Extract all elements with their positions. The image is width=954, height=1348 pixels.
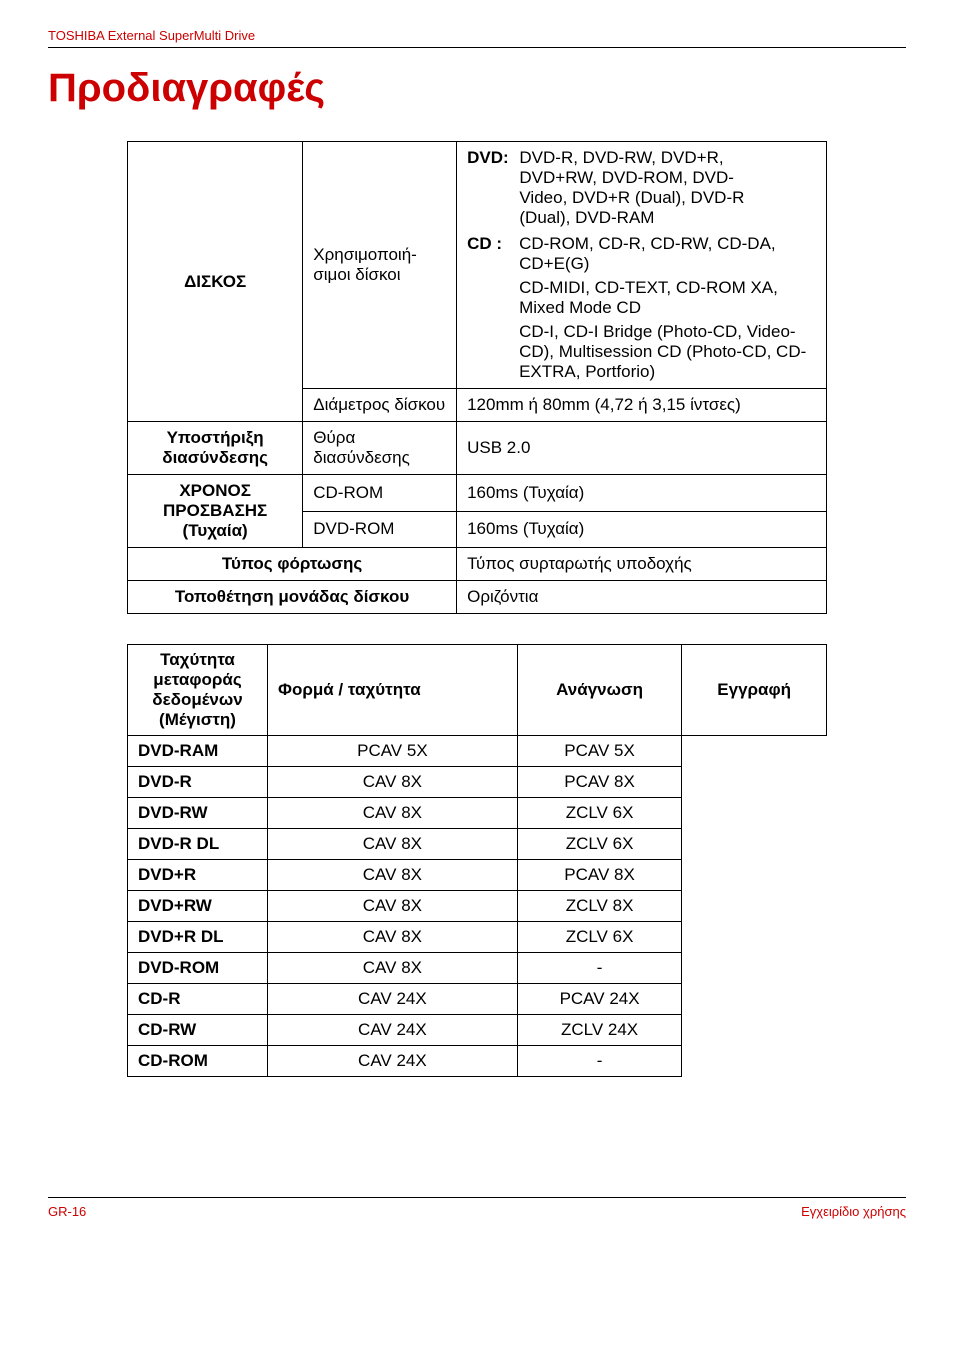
interface-value: USB 2.0 [457,422,827,475]
footer-doc: Εγχειρίδιο χρήσης [801,1204,906,1219]
cd-list-3: CD-I, CD-I Bridge (Photo-CD, Video-CD), … [519,322,816,382]
speed-read: CAV 8X [268,891,518,922]
speed-read: CAV 24X [268,984,518,1015]
speed-write: PCAV 24X [517,984,682,1015]
speed-row: DVD+RCAV 8XPCAV 8X [128,860,827,891]
speed-format: DVD-ROM [128,953,268,984]
speed-row: CD-RCAV 24XPCAV 24X [128,984,827,1015]
speed-read: CAV 8X [268,953,518,984]
speed-format: DVD-R [128,767,268,798]
speed-read: CAV 8X [268,860,518,891]
spec-table: ΔΙΣΚΟΣ Χρησιμοποιή-σιμοι δίσκοι DVD: DVD… [127,141,827,614]
speed-write: ZCLV 6X [517,829,682,860]
speed-format: DVD-RAM [128,736,268,767]
speed-write: ZCLV 8X [517,891,682,922]
speed-row: DVD-RWCAV 8XZCLV 6X [128,798,827,829]
speed-row: DVD-R DLCAV 8XZCLV 6X [128,829,827,860]
speed-write: PCAV 8X [517,767,682,798]
cd-list-2: CD-MIDI, CD-TEXT, CD-ROM XA, Mixed Mode … [519,278,816,318]
speed-rowhead: Ταχύτητα μεταφοράς δεδομένων (Μέγιστη) [128,645,268,736]
usable-discs-label: Χρησιμοποιή-σιμοι δίσκοι [303,142,457,389]
speed-write: PCAV 5X [517,736,682,767]
page-title: Προδιαγραφές [48,66,906,111]
col-write: Εγγραφή [682,645,827,736]
access-dvdrom-value: 160ms (Τυχαία) [457,511,827,548]
speed-write: ZCLV 6X [517,922,682,953]
speed-read: CAV 8X [268,798,518,829]
col-format: Φορμά / ταχύτητα [268,645,518,736]
placement-value: Οριζόντια [457,581,827,614]
col-read: Ανάγνωση [517,645,682,736]
usable-discs-value: DVD: DVD-R, DVD-RW, DVD+R, DVD+RW, DVD-R… [457,142,827,389]
speed-write: PCAV 8X [517,860,682,891]
speed-read: CAV 8X [268,922,518,953]
loading-value: Τύπος συρταρωτής υποδοχής [457,548,827,581]
speed-row: DVD+RWCAV 8XZCLV 8X [128,891,827,922]
speed-row: DVD-RCAV 8XPCAV 8X [128,767,827,798]
dvd-tag: DVD: [467,148,509,168]
speed-write: ZCLV 6X [517,798,682,829]
cd-list-1: CD-ROM, CD-R, CD-RW, CD-DA, CD+E(G) [519,234,816,274]
header-product: TOSHIBA External SuperMulti Drive [48,28,906,48]
speed-row: CD-ROMCAV 24X- [128,1046,827,1077]
speed-write: - [517,953,682,984]
speed-table: Ταχύτητα μεταφοράς δεδομένων (Μέγιστη) Φ… [127,644,827,1077]
speed-read: PCAV 5X [268,736,518,767]
diameter-value: 120mm ή 80mm (4,72 ή 3,15 ίντσες) [457,389,827,422]
speed-row: DVD-RAMPCAV 5XPCAV 5X [128,736,827,767]
speed-format: DVD+R DL [128,922,268,953]
speed-read: CAV 8X [268,767,518,798]
access-rowhead: ΧΡΟΝΟΣ ΠΡΟΣΒΑΣΗΣ (Τυχαία) [128,475,303,548]
access-dvdrom-label: DVD-ROM [303,511,457,548]
access-cdrom-label: CD-ROM [303,475,457,512]
speed-read: CAV 24X [268,1046,518,1077]
speed-write: ZCLV 24X [517,1015,682,1046]
access-cdrom-value: 160ms (Τυχαία) [457,475,827,512]
speed-format: DVD+RW [128,891,268,922]
footer: GR-16 Εγχειρίδιο χρήσης [48,1197,906,1219]
interface-rowhead: Υποστήριξη διασύνδεσης [128,422,303,475]
speed-format: CD-RW [128,1015,268,1046]
speed-read: CAV 24X [268,1015,518,1046]
interface-port-label: Θύρα διασύνδεσης [303,422,457,475]
speed-format: DVD-R DL [128,829,268,860]
speed-format: CD-ROM [128,1046,268,1077]
diameter-label: Διάμετρος δίσκου [303,389,457,422]
loading-label: Τύπος φόρτωσης [128,548,457,581]
speed-row: DVD+R DLCAV 8XZCLV 6X [128,922,827,953]
speed-write: - [517,1046,682,1077]
speed-read: CAV 8X [268,829,518,860]
disc-rowhead: ΔΙΣΚΟΣ [128,142,303,422]
speed-row: CD-RWCAV 24XZCLV 24X [128,1015,827,1046]
speed-format: DVD+R [128,860,268,891]
dvd-list: DVD-R, DVD-RW, DVD+R, DVD+RW, DVD-ROM, D… [513,148,773,228]
placement-label: Τοποθέτηση μονάδας δίσκου [128,581,457,614]
footer-page: GR-16 [48,1204,86,1219]
speed-format: DVD-RW [128,798,268,829]
speed-format: CD-R [128,984,268,1015]
speed-row: DVD-ROMCAV 8X- [128,953,827,984]
cd-tag: CD : [467,234,515,274]
